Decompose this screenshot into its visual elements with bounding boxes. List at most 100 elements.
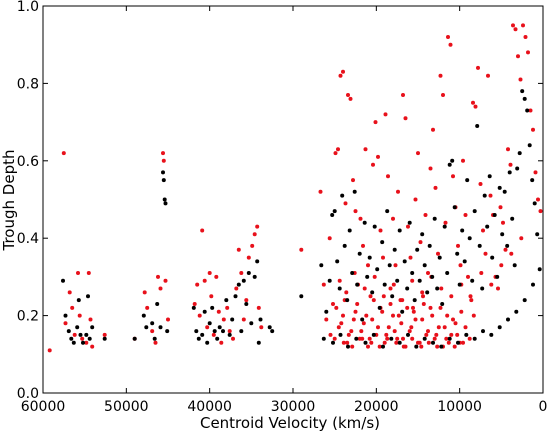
y-tick-label: 0.4 <box>17 231 39 247</box>
data-point <box>256 340 261 345</box>
data-point <box>76 298 81 303</box>
data-point <box>481 329 485 334</box>
data-point <box>457 282 462 287</box>
data-point <box>531 282 535 287</box>
data-point <box>445 271 450 275</box>
data-point <box>482 193 487 198</box>
data-point <box>165 329 170 334</box>
data-point <box>239 271 244 275</box>
data-point <box>535 232 540 237</box>
data-point <box>328 332 333 337</box>
data-point <box>417 278 422 283</box>
data-point <box>412 298 417 303</box>
data-point <box>67 290 72 295</box>
data-point <box>447 162 452 167</box>
data-point <box>416 151 420 156</box>
x-tick-label: 50000 <box>104 399 149 415</box>
data-point <box>194 329 199 334</box>
data-point <box>63 313 68 318</box>
data-point <box>381 255 385 260</box>
data-point <box>102 332 107 337</box>
data-point <box>472 336 477 341</box>
data-point <box>443 220 448 225</box>
data-point <box>324 317 329 322</box>
data-point <box>299 294 304 299</box>
data-point <box>343 201 348 206</box>
data-point <box>80 336 85 341</box>
data-point <box>355 282 360 287</box>
data-point <box>371 298 376 303</box>
data-point <box>467 236 472 241</box>
data-point <box>388 302 393 306</box>
data-point <box>446 35 450 39</box>
data-point <box>431 340 435 345</box>
data-point <box>158 325 163 330</box>
data-point <box>350 271 355 275</box>
data-point <box>476 65 480 70</box>
data-point <box>459 309 464 314</box>
data-point <box>406 224 410 229</box>
data-point <box>518 77 523 82</box>
data-point <box>163 201 168 206</box>
data-point <box>327 278 332 283</box>
data-point <box>448 42 453 47</box>
data-point <box>72 332 77 337</box>
y-axis-label: Trough Depth <box>0 150 18 252</box>
data-point <box>225 305 230 310</box>
data-point <box>163 278 168 283</box>
data-point <box>516 54 520 59</box>
data-point <box>377 305 382 310</box>
data-point <box>255 259 260 264</box>
data-point <box>231 336 235 341</box>
data-point <box>527 143 532 148</box>
data-point <box>452 205 457 210</box>
data-point <box>465 178 470 183</box>
data-point <box>299 247 304 252</box>
data-point <box>401 344 406 349</box>
data-point <box>440 302 445 306</box>
data-point <box>447 336 452 341</box>
data-point <box>444 336 449 341</box>
data-point <box>499 263 504 268</box>
data-point <box>401 336 405 341</box>
data-point <box>241 317 246 322</box>
data-point <box>161 170 165 175</box>
data-point <box>392 247 397 252</box>
data-point <box>86 271 91 275</box>
data-point <box>349 329 354 334</box>
data-point <box>506 317 510 322</box>
data-point <box>426 271 430 275</box>
data-point <box>473 104 478 109</box>
data-point <box>221 329 225 334</box>
data-point <box>90 344 95 349</box>
data-point <box>47 348 52 353</box>
data-point <box>376 154 380 159</box>
data-point <box>207 321 212 326</box>
data-point <box>405 286 410 291</box>
x-tick-label: 40000 <box>187 399 232 415</box>
data-point <box>396 313 401 318</box>
data-point <box>511 23 515 28</box>
data-point <box>396 189 400 194</box>
y-tick-label: 1.0 <box>17 0 39 15</box>
data-point <box>498 205 503 210</box>
data-point <box>346 332 351 337</box>
data-point <box>452 344 457 349</box>
x-tick-label: 20000 <box>354 399 399 415</box>
data-point <box>337 278 342 283</box>
data-point <box>391 313 395 318</box>
data-point <box>380 240 385 245</box>
data-point <box>433 185 438 190</box>
data-point <box>501 220 505 225</box>
data-point <box>362 220 367 225</box>
data-point <box>449 294 454 299</box>
data-point <box>453 321 458 326</box>
data-point <box>219 340 224 345</box>
data-point <box>410 271 415 275</box>
data-point <box>522 96 527 101</box>
data-point <box>363 147 368 152</box>
data-point <box>449 332 454 337</box>
data-point <box>467 336 472 341</box>
data-point <box>463 325 468 330</box>
data-point <box>470 278 475 283</box>
